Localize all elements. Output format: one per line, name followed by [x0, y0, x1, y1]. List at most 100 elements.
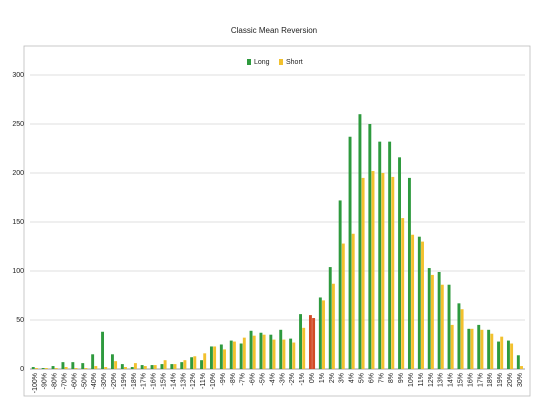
bar — [101, 331, 104, 369]
y-tick-label: 0 — [20, 366, 24, 373]
y-tick-label: 50 — [16, 317, 24, 324]
bar — [242, 337, 246, 369]
bar — [358, 114, 362, 369]
bar — [480, 329, 484, 369]
x-tick-label: -16% — [151, 373, 158, 389]
bar — [259, 332, 263, 369]
x-tick-label: 10% — [408, 373, 415, 387]
x-tick-label: -30% — [101, 373, 108, 389]
bar — [421, 241, 424, 369]
x-tick-label: 13% — [438, 373, 445, 387]
bar — [94, 366, 98, 369]
bar — [124, 367, 127, 369]
bar — [302, 327, 306, 369]
legend-swatch — [279, 59, 283, 65]
bar — [130, 367, 134, 369]
x-tick-label: -80% — [52, 373, 59, 389]
bar — [341, 243, 345, 369]
bar — [61, 362, 65, 369]
bar — [470, 328, 474, 369]
y-tick-label: 300 — [12, 72, 24, 79]
bar — [269, 334, 273, 369]
bar — [114, 361, 118, 369]
x-tick-label: 19% — [497, 373, 504, 387]
x-tick-label: -4% — [269, 373, 276, 385]
bar — [506, 340, 510, 369]
bar — [440, 284, 444, 369]
x-tick-label: 8% — [388, 373, 395, 383]
bar — [371, 171, 375, 369]
x-tick-label: -14% — [170, 373, 177, 389]
x-tick-label: -100% — [32, 373, 39, 393]
x-tick-label: 30% — [517, 373, 524, 387]
bar — [322, 300, 325, 369]
bar — [487, 329, 491, 369]
bar — [490, 333, 494, 369]
x-tick-label: 16% — [467, 373, 474, 387]
bar — [54, 368, 58, 369]
bar — [110, 354, 114, 369]
bar — [450, 324, 454, 369]
x-tick-label: -15% — [160, 373, 167, 389]
bar — [417, 236, 421, 369]
x-tick-label: 17% — [477, 373, 484, 387]
bar — [282, 339, 286, 369]
x-tick-label: 5% — [358, 373, 365, 383]
bar — [447, 284, 451, 369]
bar — [328, 267, 332, 369]
x-tick-label: 12% — [428, 373, 435, 387]
bar — [183, 360, 187, 369]
bar — [160, 364, 164, 369]
legend-label: Short — [286, 59, 303, 66]
bar — [209, 346, 213, 369]
bar — [312, 318, 316, 369]
bar — [262, 334, 266, 369]
x-tick-label: -7% — [240, 373, 247, 385]
bar — [457, 303, 461, 369]
x-tick-label: -5% — [259, 373, 266, 385]
bar — [292, 342, 296, 369]
bar — [430, 274, 434, 369]
bar — [348, 136, 352, 369]
bar — [133, 363, 137, 369]
bar — [460, 309, 464, 369]
x-tick-label: -3% — [279, 373, 286, 385]
bar — [272, 339, 276, 369]
bar — [308, 315, 312, 369]
chart-title: Classic Mean Reversion — [231, 26, 317, 35]
y-tick-label: 200 — [12, 170, 24, 177]
bar — [318, 297, 322, 369]
bar — [289, 338, 293, 369]
x-tick-label: -12% — [190, 373, 197, 389]
bar — [391, 176, 395, 369]
x-tick-label: -10% — [210, 373, 217, 389]
bar — [401, 218, 405, 369]
bar — [232, 341, 236, 369]
x-tick-label: -18% — [131, 373, 138, 389]
x-tick-label: 15% — [457, 373, 464, 387]
bar — [223, 349, 226, 369]
x-tick-label: 14% — [448, 373, 455, 387]
bar — [361, 177, 365, 369]
x-tick-label: 6% — [368, 373, 375, 383]
bar — [120, 364, 124, 369]
x-tick-label: 9% — [398, 373, 405, 383]
bar — [520, 366, 523, 369]
x-tick-label: 1% — [319, 373, 326, 383]
chart-frame — [23, 45, 531, 397]
bar — [193, 356, 197, 369]
bar — [71, 362, 75, 369]
bar — [437, 271, 441, 369]
x-tick-label: -17% — [141, 373, 148, 389]
x-tick-label: -11% — [200, 373, 207, 389]
bar — [51, 366, 55, 369]
bar — [81, 363, 85, 369]
bar — [74, 368, 78, 369]
x-tick-label: -13% — [180, 373, 187, 389]
bar — [213, 346, 217, 369]
bar — [381, 173, 385, 369]
x-tick-label: 20% — [507, 373, 514, 387]
bar — [173, 364, 177, 369]
bar — [427, 268, 431, 369]
bar — [41, 368, 45, 369]
